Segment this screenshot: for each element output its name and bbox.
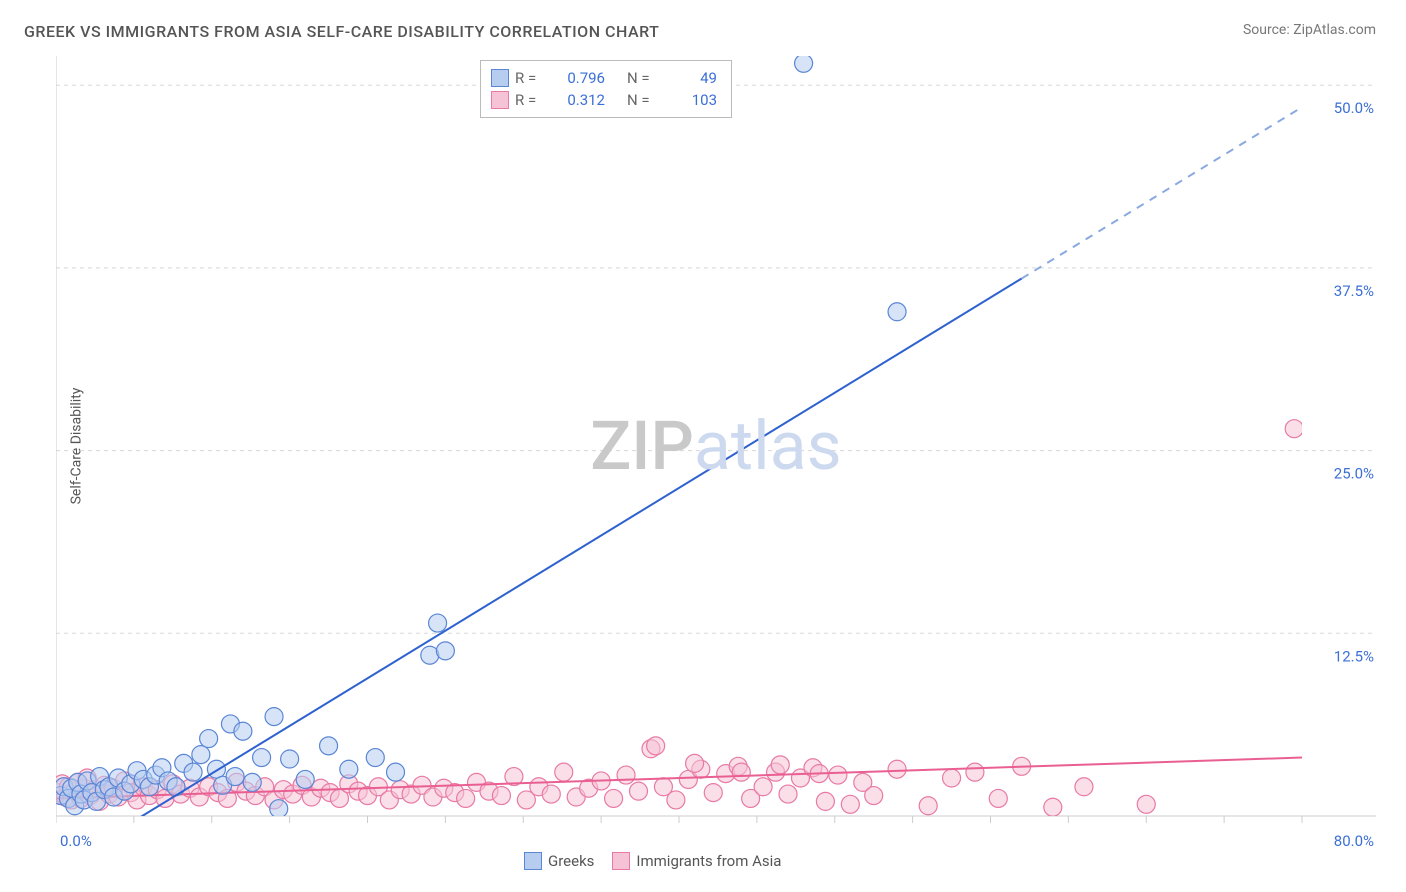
legend-swatch [612,852,630,870]
legend-r-label: R = [515,69,543,87]
data-point-greeks [226,768,244,786]
data-point-greeks [281,750,299,768]
legend-n-label: N = [627,69,655,87]
data-point-immigrants [542,785,560,803]
data-point-greeks [888,303,906,321]
data-point-immigrants [1075,778,1093,796]
trend-line-greeks [118,279,1021,831]
correlation-legend: R = 0.796 N = 49 R = 0.312 N = 103 [480,60,732,118]
source-attribution: Source: ZipAtlas.com [1243,22,1376,38]
data-point-immigrants [732,763,750,781]
data-point-immigrants [989,789,1007,807]
data-point-immigrants [841,795,859,813]
data-point-immigrants [1137,795,1155,813]
data-point-greeks [366,749,384,767]
data-point-greeks [387,763,405,781]
data-point-immigrants [686,754,704,772]
data-point-greeks [234,722,252,740]
legend-swatch [524,852,542,870]
data-point-immigrants [779,785,797,803]
legend-r-value: 0.312 [549,91,605,109]
data-point-greeks [436,642,454,660]
data-point-greeks [243,773,261,791]
y-tick-label: 50.0% [1334,99,1374,117]
legend-row-greeks: R = 0.796 N = 49 [491,67,717,89]
data-point-greeks [340,760,358,778]
trend-line-dashed-greeks [1022,107,1302,278]
data-point-immigrants [704,784,722,802]
data-point-greeks [429,614,447,632]
data-point-greeks [265,708,283,726]
data-point-immigrants [865,787,883,805]
data-point-immigrants [605,789,623,807]
series-legend-item-greeks: Greeks [524,852,594,870]
data-point-immigrants [492,787,510,805]
y-tick-label: 12.5% [1334,647,1374,665]
source-name: ZipAtlas.com [1293,22,1376,38]
y-tick-label: 25.0% [1334,465,1374,483]
legend-r-value: 0.796 [549,69,605,87]
legend-n-value: 49 [661,69,717,87]
data-point-immigrants [457,789,475,807]
y-tick-label: 37.5% [1334,282,1374,300]
data-point-greeks [253,749,271,767]
legend-swatch [491,91,509,109]
chart-title: GREEK VS IMMIGRANTS FROM ASIA SELF-CARE … [24,22,659,41]
data-point-immigrants [816,792,834,810]
legend-n-label: N = [627,91,655,109]
series-legend-label: Immigrants from Asia [636,852,781,870]
data-point-immigrants [943,769,961,787]
data-point-immigrants [771,756,789,774]
data-point-greeks [192,746,210,764]
data-point-greeks [795,56,813,72]
data-point-immigrants [888,760,906,778]
data-point-immigrants [617,766,635,784]
legend-r-label: R = [515,91,543,109]
data-point-immigrants [1044,798,1062,816]
legend-n-value: 103 [661,91,717,109]
data-point-immigrants [754,778,772,796]
data-point-greeks [270,800,288,818]
data-point-immigrants [829,766,847,784]
data-point-immigrants [966,763,984,781]
data-point-immigrants [1285,420,1303,438]
data-point-greeks [320,737,338,755]
data-point-greeks [184,763,202,781]
data-point-immigrants [647,737,665,755]
series-legend: Greeks Immigrants from Asia [524,852,781,870]
data-point-immigrants [667,791,685,809]
data-point-immigrants [630,782,648,800]
x-tick-label: 80.0% [1334,832,1374,850]
data-point-immigrants [919,797,937,815]
data-point-greeks [296,770,314,788]
data-point-immigrants [555,763,573,781]
series-legend-item-immigrants: Immigrants from Asia [612,852,781,870]
legend-row-immigrants: R = 0.312 N = 103 [491,89,717,111]
scatter-chart: 12.5% 25.0% 37.5% 50.0% 0.0% 80.0% [56,56,1376,886]
plot-area: ZIPatlas 12.5%25.0%37.5%50.0%0.0%80.0% R… [56,56,1376,836]
data-point-greeks [200,730,218,748]
series-legend-label: Greeks [548,852,594,870]
source-prefix: Source: [1243,22,1293,38]
legend-swatch [491,69,509,87]
data-point-greeks [167,778,185,796]
x-tick-label: 0.0% [60,832,92,850]
data-group [56,56,1303,831]
